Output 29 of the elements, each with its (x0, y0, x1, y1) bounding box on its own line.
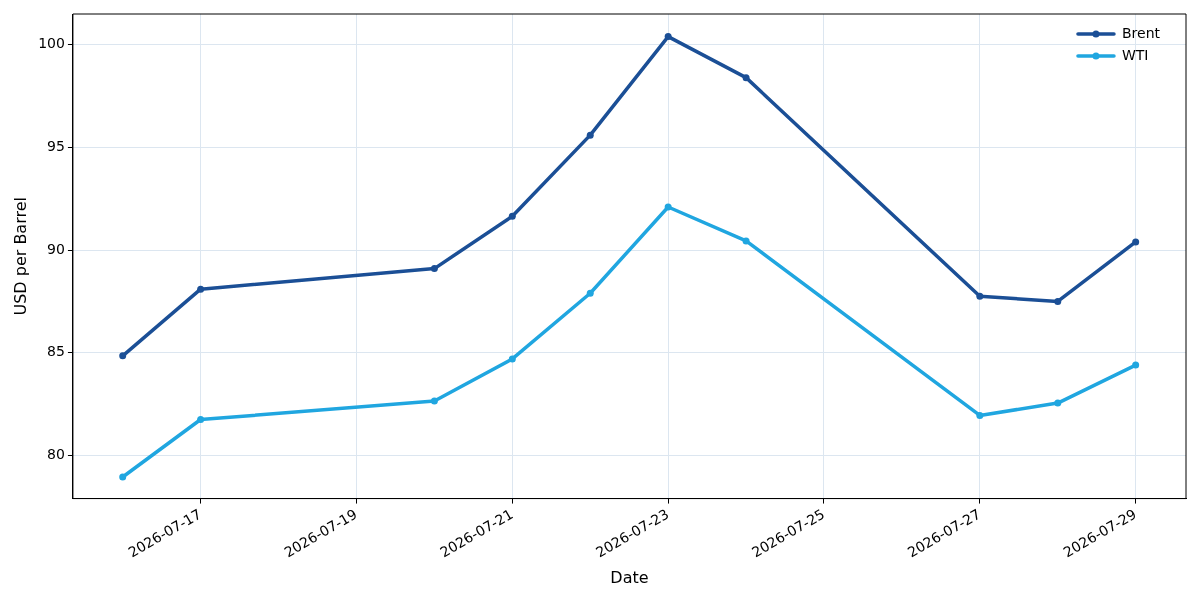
point (1132, 238, 1140, 246)
point (430, 265, 438, 273)
y-tick-label: 100 (38, 35, 65, 52)
point (664, 33, 672, 41)
y-tick-label: 85 (47, 343, 65, 360)
point (430, 397, 438, 405)
y-tick-label: 90 (47, 240, 65, 257)
point (586, 131, 594, 139)
y-tick-label: 95 (47, 138, 65, 155)
legend-label: Brent (1121, 24, 1161, 41)
point (508, 355, 516, 363)
point (976, 411, 984, 419)
y-axis-title: USD per Barrel (10, 197, 30, 316)
point (197, 416, 205, 424)
y-tick-label: 80 (47, 446, 65, 463)
point (197, 285, 205, 293)
point (119, 473, 127, 481)
point (976, 292, 984, 300)
point (1054, 297, 1062, 305)
legend-label: WTI (1121, 46, 1149, 63)
x-axis-title: Date (610, 567, 649, 587)
point (586, 289, 594, 297)
point (1132, 361, 1140, 369)
point (1054, 399, 1062, 407)
point (119, 352, 127, 360)
point (508, 212, 516, 220)
point (664, 203, 672, 211)
point (742, 74, 750, 82)
point (742, 237, 750, 245)
